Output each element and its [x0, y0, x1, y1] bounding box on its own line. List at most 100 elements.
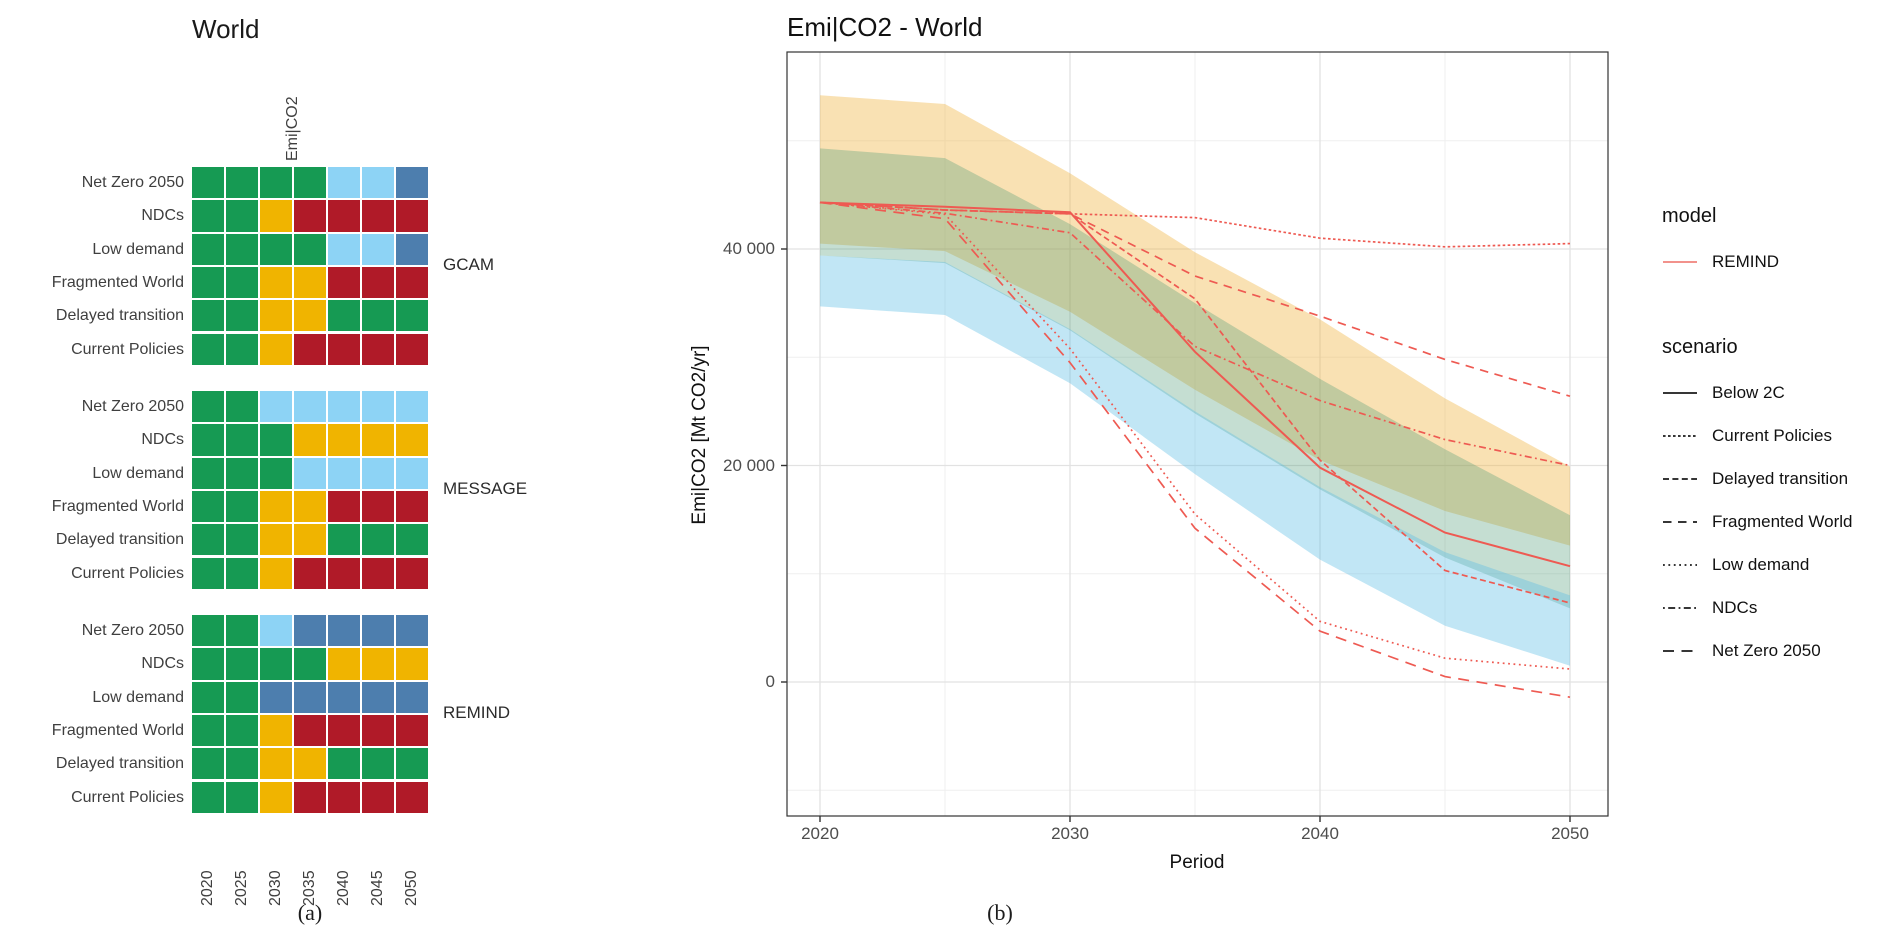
- heatmap-cell: [260, 200, 292, 232]
- heatmap-group-label-gcam: GCAM: [443, 254, 494, 274]
- heatmap-cell: [226, 333, 258, 365]
- legend-linestyle-icon: [1663, 435, 1697, 437]
- heatmap-cell: [226, 714, 258, 747]
- heatmap-cell: [192, 457, 224, 489]
- heatmap-cell: [328, 233, 360, 265]
- heatmap-cell: [226, 233, 258, 265]
- heatmap-cell: [260, 490, 292, 523]
- heatmap-cell: [260, 615, 292, 647]
- heatmap-cell: [226, 167, 258, 199]
- heatmap-cell: [294, 681, 326, 713]
- heatmap-row-label: Current Policies: [71, 340, 184, 358]
- heatmap-cell: [260, 714, 292, 747]
- heatmap-cell: [192, 681, 224, 713]
- heatmap-row-label: Net Zero 2050: [81, 622, 184, 639]
- heatmap-cell: [294, 167, 326, 199]
- heatmap-cell: [328, 781, 360, 813]
- heatmap-cell: [328, 490, 360, 523]
- heatmap-row-label: Delayed transition: [55, 755, 184, 773]
- heatmap-cell: [294, 333, 326, 365]
- heatmap-row-label: Current Policies: [71, 788, 184, 806]
- heatmap-cell: [260, 781, 292, 813]
- series-line-low-demand: [819, 201, 1571, 670]
- heatmap-cell: [328, 681, 360, 713]
- heatmap-cell: [260, 524, 292, 556]
- heatmap-cell: [328, 524, 360, 556]
- x-tick-label: 2050: [1551, 824, 1589, 843]
- y-tick-label: 20 000: [723, 455, 775, 475]
- legend-item-label: Net Zero 2050: [1712, 641, 1821, 660]
- heatmap-year-label: 2025: [233, 870, 250, 906]
- heatmap-row-label: NDCs: [141, 431, 184, 449]
- y-tick-label: 40 000: [723, 239, 775, 258]
- y-axis-title: Emi|CO2 [Mt CO2/yr]: [689, 345, 710, 525]
- heatmap-cell: [328, 714, 360, 747]
- heatmap-cell: [192, 266, 224, 299]
- heatmap-cell: [260, 233, 292, 265]
- heatmap-cell: [192, 233, 224, 265]
- heatmap-cell: [260, 648, 292, 680]
- heatmap-cell: [328, 457, 360, 489]
- heatmap-cell: [226, 266, 258, 299]
- heatmap-cell: [396, 457, 428, 489]
- heatmap-cell: [328, 424, 360, 456]
- heatmap-cell: [260, 300, 292, 332]
- heatmap-cell: [226, 781, 258, 813]
- heatmap-cell: [260, 681, 292, 713]
- heatmap-cell: [396, 524, 428, 556]
- heatmap-cell: [294, 424, 326, 456]
- heatmap-cell: [192, 748, 224, 780]
- heatmap-title: World: [192, 14, 260, 44]
- heatmap-cell: [226, 200, 258, 232]
- x-tick-label: 2030: [1051, 824, 1089, 843]
- legend-item-label: Low demand: [1712, 555, 1810, 574]
- heatmap-year-label: 2020: [199, 870, 216, 906]
- heatmap-cell: [260, 391, 292, 423]
- heatmap-cell: [226, 615, 258, 647]
- heatmap-cell: [226, 457, 258, 489]
- heatmap-cell: [260, 424, 292, 456]
- heatmap-cell: [328, 615, 360, 647]
- heatmap-cell: [294, 648, 326, 680]
- heatmap-cell: [192, 524, 224, 556]
- legend-item-scenario-net-zero-2050: Net Zero 2050: [1662, 640, 1821, 662]
- heatmap-cell: [294, 781, 326, 813]
- heatmap-cell: [192, 781, 224, 813]
- ribbon-blue-band: [820, 255, 1570, 666]
- heatmap-cell: [396, 714, 428, 747]
- heatmap-cell: [328, 391, 360, 423]
- heatmap-cell: [192, 300, 224, 332]
- heatmap-cell: [192, 333, 224, 365]
- heatmap-cell: [294, 490, 326, 523]
- legend-item-scenario-low-demand: Low demand: [1662, 554, 1809, 576]
- heatmap-row-label: Low demand: [92, 688, 184, 706]
- heatmap-cell: [294, 233, 326, 265]
- heatmap-row-label: Low demand: [92, 240, 184, 258]
- heatmap-cell: [396, 781, 428, 813]
- heatmap-cell: [260, 457, 292, 489]
- heatmap-cell: [362, 524, 394, 556]
- line-chart-plot: [781, 51, 1609, 822]
- heatmap-cell: [226, 524, 258, 556]
- heatmap-cell: [396, 391, 428, 423]
- legend-item-label: Delayed transition: [1712, 469, 1849, 488]
- heatmap-cell: [260, 557, 292, 589]
- heatmap-cell: [362, 333, 394, 365]
- heatmap-cell: [396, 300, 428, 332]
- y-tick-label: 0: [765, 672, 775, 691]
- series-line-net-zero-2050: [819, 201, 1571, 698]
- legend-item-scenario-below-2c: Below 2C: [1662, 382, 1785, 404]
- heatmap-cell: [226, 681, 258, 713]
- x-axis-title: Period: [1169, 852, 1225, 873]
- heatmap-cell: [328, 557, 360, 589]
- heatmap-cell: [294, 557, 326, 589]
- heatmap-cell: [328, 300, 360, 332]
- heatmap-cell: [362, 681, 394, 713]
- heatmap-cell: [362, 748, 394, 780]
- legend-scenario-header: scenario: [1662, 336, 1738, 358]
- heatmap-cell: [328, 648, 360, 680]
- heatmap-year-label: 2045: [369, 870, 386, 906]
- heatmap-cell: [396, 615, 428, 647]
- heatmap-row-label: Current Policies: [71, 564, 184, 582]
- heatmap-cell: [328, 266, 360, 299]
